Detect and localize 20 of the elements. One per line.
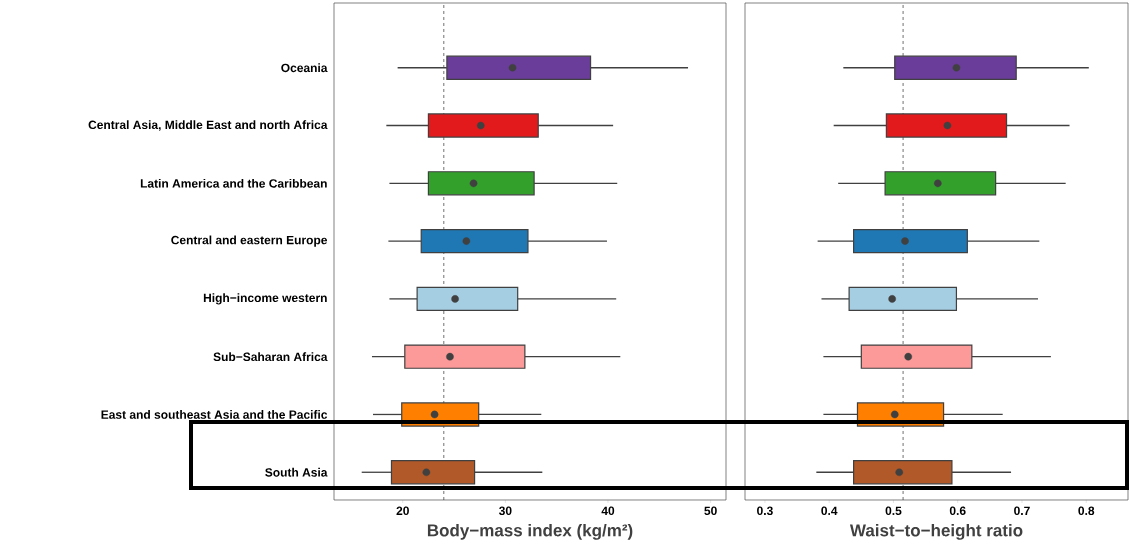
y-tick-label: Latin America and the Caribbean xyxy=(140,178,327,188)
x-tick-label: 0.6 xyxy=(949,506,966,516)
x-axis-title: Body−mass index (kg/m²) xyxy=(427,523,633,540)
y-tick-label: Oceania xyxy=(281,63,328,73)
x-tick-label: 0.3 xyxy=(757,506,773,516)
x-tick-label: 0.4 xyxy=(821,506,838,516)
x-tick-label: 20 xyxy=(396,506,409,516)
y-tick-label: Central and eastern Europe xyxy=(171,235,328,247)
y-tick-label: Central Asia, Middle East and north Africa xyxy=(88,120,328,131)
y-tick-label: South Asia xyxy=(265,467,328,477)
x-axis-title: Waist−to−height ratio xyxy=(849,523,1023,540)
x-tick-label: 40 xyxy=(601,506,615,516)
x-tick-label: 0.7 xyxy=(1014,506,1030,516)
y-tick-label: High−income western xyxy=(203,293,327,305)
y-tick-label: Sub−Saharan Africa xyxy=(213,352,328,362)
x-tick-label: 50 xyxy=(704,506,717,516)
x-tick-label: 0.8 xyxy=(1078,506,1095,516)
y-tick-label: East and southeast Asia and the Pacific xyxy=(101,410,328,419)
x-tick-label: 30 xyxy=(498,506,512,516)
x-tick-label: 0.5 xyxy=(885,506,902,516)
